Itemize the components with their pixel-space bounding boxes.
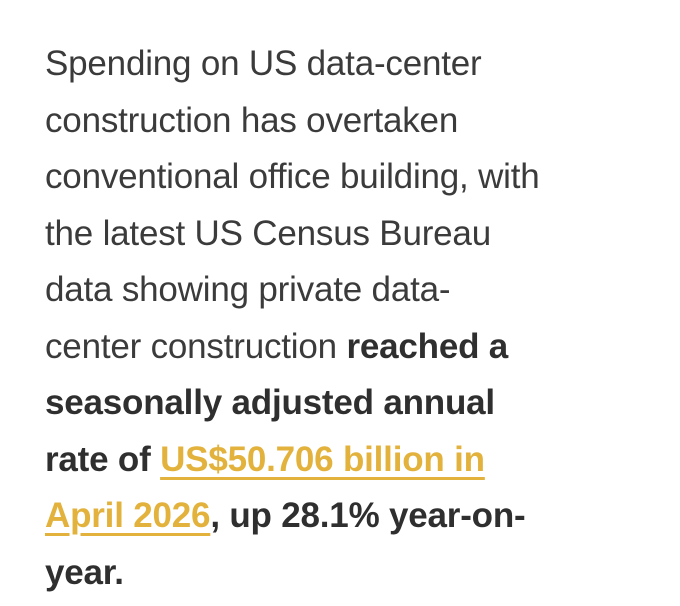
text-line: center construction reached a (45, 319, 665, 376)
bold-text: , up 28.1% year-on- (210, 496, 526, 535)
text-line: April 2026, up 28.1% year-on- (45, 488, 665, 545)
text-line: year. (45, 545, 665, 602)
text: construction has overtaken (45, 100, 459, 140)
text-line: data showing private data- (45, 262, 665, 319)
text-line: the latest US Census Bureau (45, 206, 665, 263)
text-line: seasonally adjusted annual (45, 375, 665, 432)
text-line: construction has overtaken (45, 93, 665, 150)
link[interactable]: US$50.706 billion in (160, 439, 485, 479)
link[interactable]: April 2026 (45, 496, 211, 535)
text-line: Spending on US data-center (45, 36, 665, 93)
text-line: rate of US$50.706 billion in (45, 432, 665, 489)
text: the latest US Census Bureau (45, 213, 491, 253)
text: conventional office building, with (45, 157, 540, 196)
text: data showing private data- (45, 270, 451, 309)
bold-text: rate of (45, 439, 161, 479)
article-paragraph: Spending on US data-center construction h… (45, 36, 665, 601)
text: Spending on US data-center (45, 44, 482, 83)
bold-text: year. (45, 552, 124, 592)
text: center construction (45, 326, 347, 366)
bold-text: reached a (346, 326, 509, 366)
text-line: conventional office building, with (45, 149, 665, 206)
bold-text: seasonally adjusted annual (45, 383, 495, 422)
